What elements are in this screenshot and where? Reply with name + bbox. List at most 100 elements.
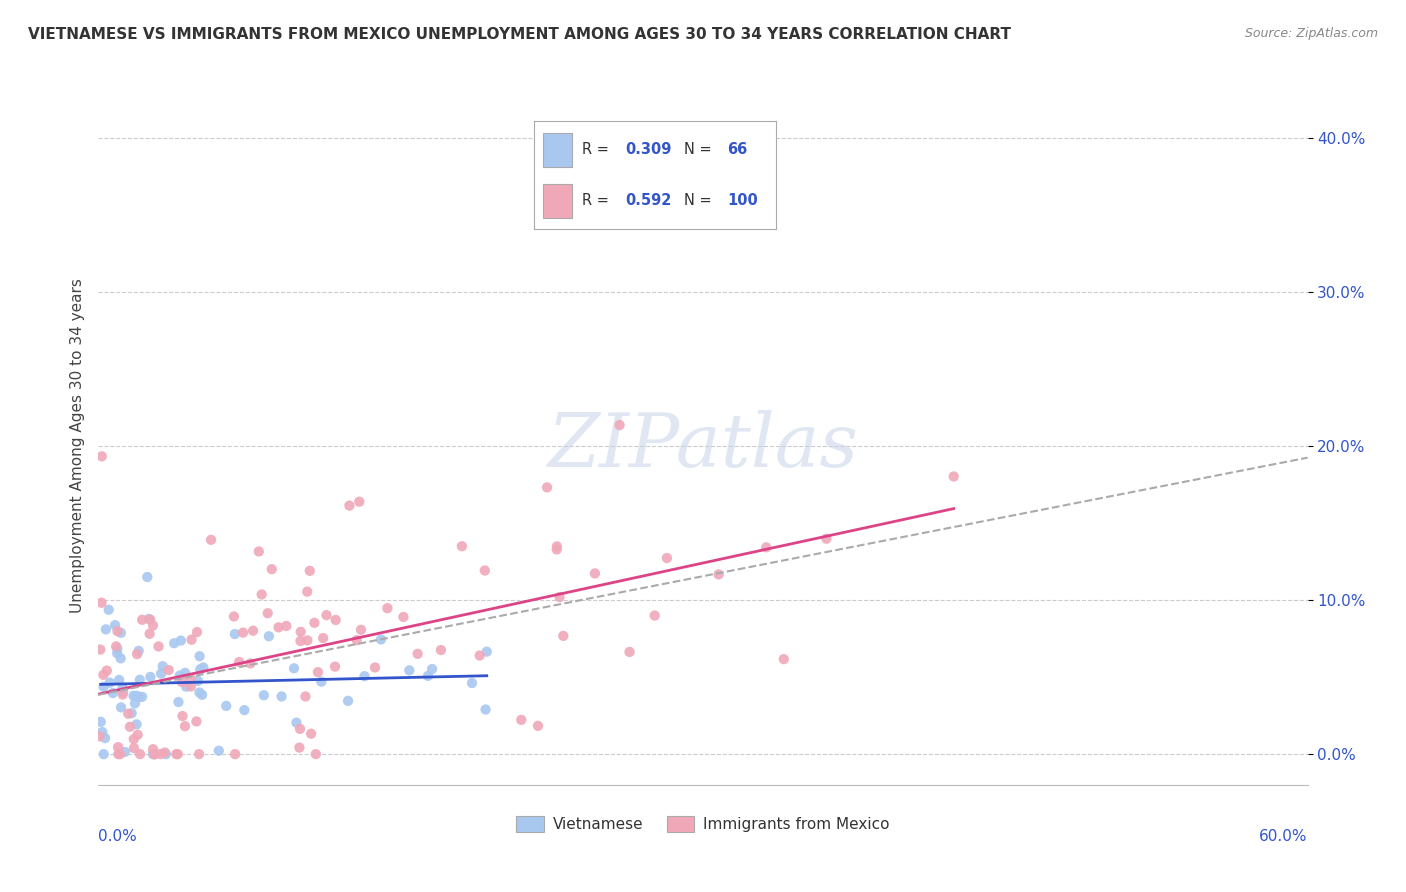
Point [655, 551, 678, 566]
Point [174, 665, 197, 680]
Point [143, 747, 166, 761]
Point [118, 720, 141, 734]
Point [107, 624, 129, 639]
Point [224, 747, 246, 761]
Point [232, 625, 254, 640]
Point [111, 681, 134, 695]
Point [315, 608, 337, 623]
Point [233, 703, 256, 717]
Point [253, 688, 276, 702]
Point [475, 645, 498, 659]
Point [288, 722, 311, 736]
Point [461, 676, 484, 690]
Point [186, 625, 208, 640]
Point [150, 666, 173, 681]
Point [91, 725, 114, 739]
Legend: Vietnamese, Immigrants from Mexico: Vietnamese, Immigrants from Mexico [510, 810, 896, 838]
Text: 60.0%: 60.0% [1260, 829, 1308, 844]
Point [298, 564, 321, 578]
Point [114, 745, 136, 759]
Point [139, 670, 162, 684]
Point [583, 566, 606, 581]
Point [307, 665, 329, 680]
Point [170, 675, 193, 690]
Point [270, 690, 292, 704]
Point [304, 615, 326, 630]
Point [90, 450, 112, 464]
Point [283, 661, 305, 675]
Point [180, 680, 202, 694]
Point [122, 689, 145, 703]
Point [222, 609, 245, 624]
Point [260, 562, 283, 576]
Point [108, 673, 131, 687]
Point [468, 648, 491, 663]
Text: 0.0%: 0.0% [98, 829, 138, 844]
Point [121, 706, 143, 721]
Point [97, 603, 120, 617]
Point [250, 587, 273, 601]
Point [170, 633, 193, 648]
Point [110, 625, 132, 640]
Point [125, 647, 148, 661]
Point [93, 668, 115, 682]
Point [169, 668, 191, 682]
Point [96, 664, 118, 678]
Point [157, 663, 180, 677]
Point [297, 633, 319, 648]
Point [548, 590, 571, 604]
Point [94, 731, 117, 745]
Point [165, 747, 187, 761]
Point [707, 567, 730, 582]
Point [129, 747, 152, 761]
Point [609, 418, 631, 433]
Point [128, 644, 150, 658]
Text: VIETNAMESE VS IMMIGRANTS FROM MEXICO UNEMPLOYMENT AMONG AGES 30 TO 34 YEARS CORR: VIETNAMESE VS IMMIGRANTS FROM MEXICO UNE… [28, 27, 1011, 42]
Point [323, 659, 346, 673]
Point [416, 669, 439, 683]
Point [285, 715, 308, 730]
Point [242, 624, 264, 638]
Point [142, 742, 165, 756]
Point [153, 746, 176, 760]
Point [755, 541, 778, 555]
Point [290, 624, 312, 639]
Point [105, 641, 128, 656]
Point [94, 623, 117, 637]
Point [124, 697, 146, 711]
Point [166, 747, 188, 761]
Point [105, 646, 128, 660]
Point [139, 613, 162, 627]
Point [104, 618, 127, 632]
Point [180, 672, 202, 686]
Point [228, 655, 250, 669]
Point [188, 649, 211, 664]
Point [89, 642, 111, 657]
Point [247, 544, 270, 558]
Point [125, 689, 148, 703]
Point [142, 618, 165, 632]
Point [288, 740, 311, 755]
Point [125, 717, 148, 731]
Point [136, 570, 159, 584]
Point [299, 727, 322, 741]
Point [325, 613, 347, 627]
Point [149, 747, 172, 761]
Point [174, 680, 197, 694]
Point [339, 499, 361, 513]
Point [191, 688, 214, 702]
Point [257, 629, 280, 643]
Point [193, 660, 215, 674]
Point [142, 747, 165, 761]
Point [143, 747, 166, 761]
Point [474, 702, 496, 716]
Point [553, 629, 575, 643]
Point [451, 539, 474, 553]
Point [128, 690, 150, 705]
Point [110, 651, 132, 665]
Point [942, 469, 965, 483]
Point [93, 680, 115, 694]
Point [122, 741, 145, 756]
Point [127, 728, 149, 742]
Point [89, 729, 111, 743]
